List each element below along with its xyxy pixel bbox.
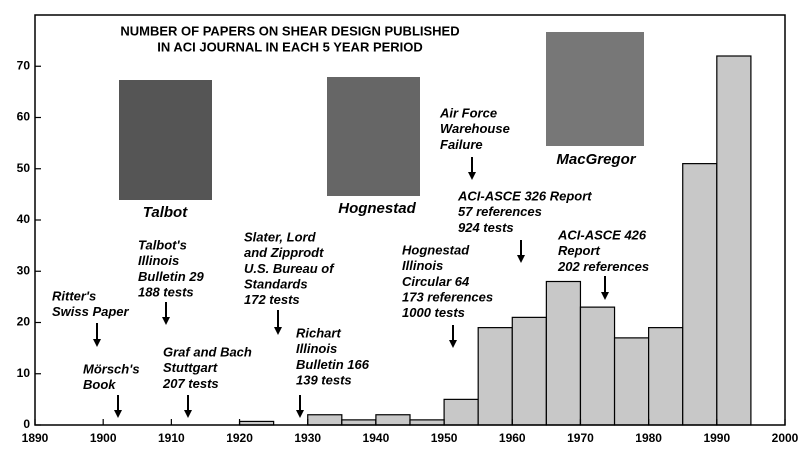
x-tick-label: 1900: [90, 431, 117, 445]
annotation: Failure: [440, 137, 483, 152]
bar: [341, 419, 377, 426]
bar: [648, 327, 684, 426]
annotation: 924 tests: [458, 220, 514, 235]
annotation: Illinois: [402, 258, 443, 273]
x-tick-label: 1920: [226, 431, 253, 445]
x-tick-label: 1940: [363, 431, 390, 445]
annotation: and Zipprodt: [244, 245, 324, 260]
annotation: ACI-ASCE 426: [557, 227, 647, 242]
bar: [716, 55, 752, 426]
annotation: Richart: [296, 325, 341, 340]
photo-caption: MacGregor: [556, 151, 636, 168]
arrow-head: [162, 317, 170, 325]
arrow-head: [274, 327, 282, 335]
arrow-head: [449, 340, 457, 348]
annotation: Stuttgart: [163, 360, 218, 375]
annotation: Graf and Bach: [163, 344, 252, 359]
y-tick-label: 40: [17, 212, 31, 226]
annotation: Slater, Lord: [244, 229, 317, 244]
annotation: 188 tests: [138, 285, 194, 300]
photo-caption: Talbot: [143, 204, 188, 221]
annotation: Hognestad: [402, 242, 470, 257]
y-tick-label: 60: [17, 110, 31, 124]
bar: [511, 316, 547, 426]
x-tick-label: 1960: [499, 431, 526, 445]
annotation: Standards: [244, 277, 308, 292]
annotation: 57 references: [458, 204, 542, 219]
bar: [443, 398, 479, 426]
bar: [682, 163, 718, 426]
annotation: 139 tests: [296, 373, 352, 388]
y-tick-label: 30: [17, 263, 31, 277]
x-tick-label: 1980: [635, 431, 662, 445]
annotation: 173 references: [402, 290, 493, 305]
y-tick-label: 50: [17, 161, 31, 175]
y-tick-label: 0: [23, 417, 30, 431]
annotation: Swiss Paper: [52, 304, 130, 319]
x-tick-label: 1930: [294, 431, 321, 445]
arrow-head: [114, 410, 122, 418]
y-tick-label: 10: [17, 366, 31, 380]
annotation: Ritter's: [52, 288, 96, 303]
annotation: 172 tests: [244, 292, 300, 307]
annotation: Book: [83, 377, 116, 392]
annotation: 207 tests: [162, 376, 219, 391]
annotation: ACI-ASCE 326 Report: [457, 188, 592, 203]
annotation: Talbot's: [138, 237, 187, 252]
x-tick-label: 1890: [22, 431, 49, 445]
annotation: Report: [558, 243, 601, 258]
photo-talbot: [119, 80, 212, 200]
annotation: Air Force: [439, 105, 497, 120]
x-tick-label: 1910: [158, 431, 185, 445]
y-tick-label: 70: [17, 58, 31, 72]
bar: [545, 280, 582, 426]
bar: [477, 327, 513, 426]
bar: [409, 419, 445, 426]
bar: [579, 306, 616, 426]
arrow-head: [296, 410, 304, 418]
photo-macgregor: [546, 32, 644, 146]
annotation: U.S. Bureau of: [244, 261, 335, 276]
annotation: 202 references: [557, 259, 649, 274]
arrow-head: [601, 292, 609, 300]
bar: [375, 414, 411, 426]
arrow-head: [93, 339, 101, 347]
arrow-head: [468, 172, 476, 180]
annotation: 1000 tests: [402, 305, 465, 320]
photo-hognestad: [327, 77, 420, 196]
x-tick-label: 1990: [703, 431, 730, 445]
chart-title: IN ACI JOURNAL IN EACH 5 YEAR PERIOD: [157, 39, 423, 54]
x-tick-label: 1970: [567, 431, 594, 445]
arrow-head: [184, 410, 192, 418]
annotation: Bulletin 29: [138, 269, 205, 284]
annotation: Mörsch's: [83, 361, 140, 376]
bar: [307, 414, 343, 426]
y-tick-label: 20: [17, 315, 31, 329]
arrow-head: [517, 255, 525, 263]
x-tick-label: 1950: [431, 431, 458, 445]
photo-caption: Hognestad: [338, 200, 416, 217]
bar: [613, 337, 650, 426]
annotation: Circular 64: [402, 274, 470, 289]
annotation: Warehouse: [440, 121, 510, 136]
annotation: Bulletin 166: [296, 357, 370, 372]
annotation: Illinois: [296, 341, 337, 356]
x-tick-label: 2000: [772, 431, 799, 445]
chart-title: NUMBER OF PAPERS ON SHEAR DESIGN PUBLISH…: [120, 23, 459, 38]
annotation: Illinois: [138, 253, 179, 268]
